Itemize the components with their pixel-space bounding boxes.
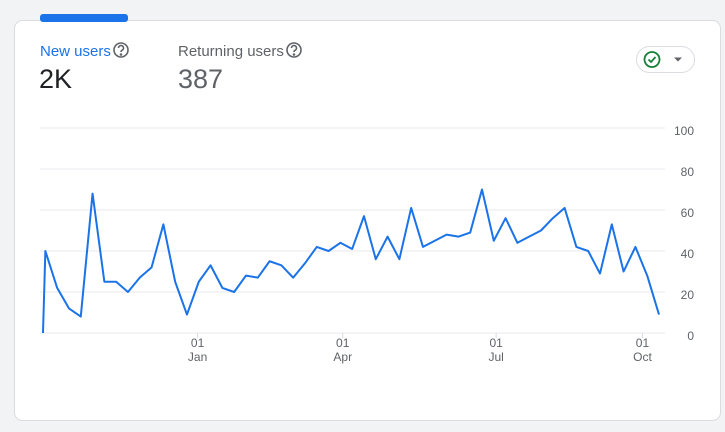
x-tick-label: 01 Oct [633,336,652,364]
metric-tab[interactable]: Returning users 387 [178,42,302,94]
y-tick-label: 60 [681,206,695,220]
data-line [42,188,660,334]
y-tick-label: 80 [681,165,695,179]
y-tick-label: 40 [681,247,695,261]
x-tick-label: 01 Apr [333,336,352,364]
y-tick-label: 20 [681,288,695,302]
active-tab-indicator [40,14,128,22]
card [14,20,721,421]
metric-label: New users [40,43,111,60]
x-tick-label: 01 Jul [488,336,503,364]
metric-value: 2K [39,64,72,94]
x-tick-label: 01 Jan [188,336,207,364]
metric-tab[interactable]: New users 2K [39,42,129,94]
metric-value: 387 [178,64,223,94]
y-tick-label: 100 [674,124,694,138]
help-icon[interactable] [113,42,129,58]
compare-dropdown[interactable] [636,46,695,73]
chart: 0 20 40 60 80 100 01 Jan 01 Apr 01 Jul 01 Oct [40,124,694,364]
y-tick-label: 0 [687,329,694,343]
metric-label: Returning users [178,43,284,60]
help-icon[interactable] [286,42,302,58]
